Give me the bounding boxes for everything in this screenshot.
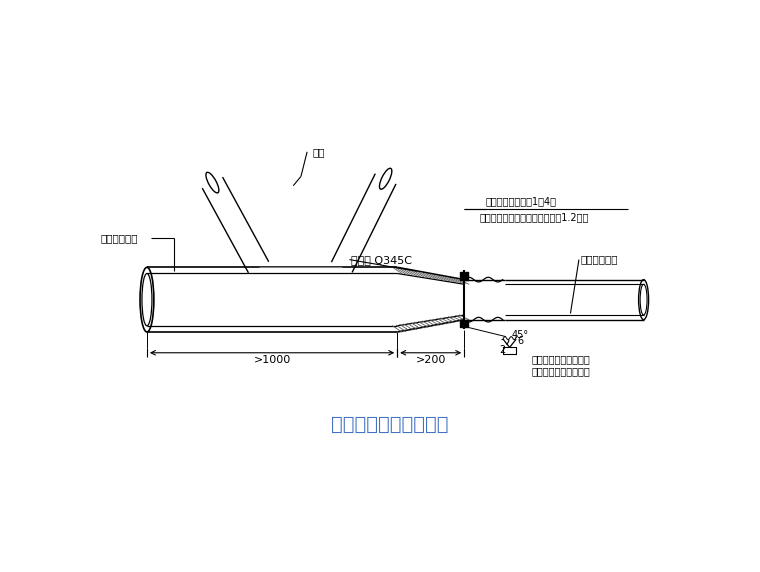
Text: （锥头壁厚应大于较厚弦杆壁厚1.2倍）: （锥头壁厚应大于较厚弦杆壁厚1.2倍） <box>480 212 589 223</box>
Text: 较小截面弦杆: 较小截面弦杆 <box>581 255 618 265</box>
Text: 不同规格弦杆对接节点: 不同规格弦杆对接节点 <box>331 415 448 434</box>
Text: >1000: >1000 <box>253 355 291 366</box>
Text: >200: >200 <box>416 355 446 366</box>
Text: 6: 6 <box>518 336 524 346</box>
Text: 要求全熔透等强焊接，: 要求全熔透等强焊接， <box>531 354 590 364</box>
Polygon shape <box>147 267 464 332</box>
Text: 铸钢件 Q345C: 铸钢件 Q345C <box>351 255 412 265</box>
Polygon shape <box>397 267 464 284</box>
Text: 焊缝质量等级为一级。: 焊缝质量等级为一级。 <box>531 366 590 376</box>
Text: 2: 2 <box>499 345 505 355</box>
Text: 较大截面弦杆: 较大截面弦杆 <box>101 233 138 243</box>
Text: 变截面线头（斜率1：4）: 变截面线头（斜率1：4） <box>486 196 557 206</box>
Text: 腹杆: 腹杆 <box>312 147 325 157</box>
Text: 45°: 45° <box>512 330 529 340</box>
Polygon shape <box>505 280 644 320</box>
Polygon shape <box>397 315 464 332</box>
